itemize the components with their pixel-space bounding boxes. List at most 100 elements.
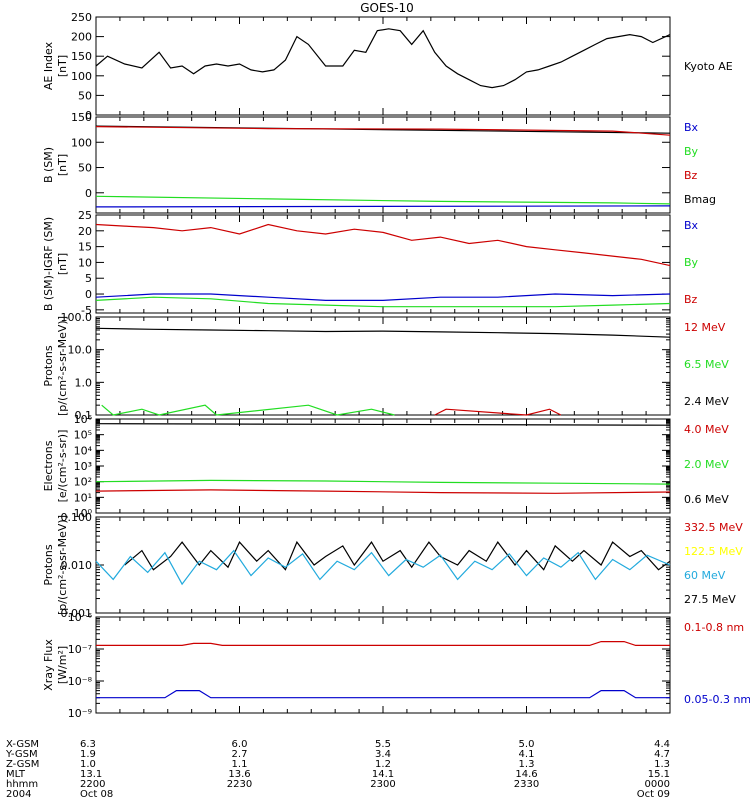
y-tick-label: 10⁶ [74,413,93,426]
x-tick-value: 2200 [80,779,105,790]
x-tick-value: 0000 [645,779,670,790]
panel-frame [95,316,671,416]
x-tick-value: 3.4 [375,749,391,760]
y-axis-units: [nT] [56,154,69,176]
panel-frame [95,616,671,714]
x-tick-value: 13.6 [228,769,250,780]
series-line-bx [95,293,671,301]
x-tick-value: 5.5 [375,739,391,750]
legend-label: Bx [684,219,699,232]
series-line-0-6-mev [95,423,671,426]
y-tick-label: 10⁴ [74,444,93,457]
x-tick-value: 1.3 [519,759,535,770]
series-line-bz [95,126,671,136]
legend-label: Bmag [684,193,716,206]
y-axis-label: Electrons [42,440,55,491]
series-line-0-05-0-3-nm [96,689,670,699]
legend-label: 60 MeV [684,569,726,582]
series-line-bx [95,205,671,208]
plot-title: GOES-10 [360,1,414,15]
y-tick-label: 25 [78,209,92,222]
y-axis-units: [nT] [56,55,69,77]
x-tick-value: 4.1 [519,749,535,760]
y-tick-label: 0 [85,109,92,122]
legend-label: 122.5 MeV [684,545,743,558]
series-line-bz [95,223,671,267]
series-line-12-mev [434,408,562,416]
y-tick-label: 250 [71,11,92,24]
panel-frame [95,418,671,514]
y-axis-units: [nT] [56,253,69,275]
legend-label: 2.0 MeV [684,458,729,471]
y-tick-label: 100.0 [61,311,93,324]
y-axis-label: B (SM)-IGRF (SM) [42,217,55,311]
y-axis-units: [W/m²] [56,646,69,684]
y-tick-label: 5 [85,272,92,285]
x-tick-value: 6.0 [232,739,248,750]
panel-4: 0.1 1.0 10.0 100.0 Protons [p/(cm²-s-sr-MeV)]… [42,311,729,422]
y-tick-label: 10⁻⁶ [68,611,93,624]
series-line-2-0-mev [95,479,671,485]
y-tick-label: 0 [85,187,92,200]
x-row-label: 2004 [6,789,31,800]
y-tick-label: 150 [71,111,92,124]
y-axis-label: Xray Flux [42,639,55,691]
x-axis-table: X-GSMY-GSMZ-GSMMLThhmm20046.31.91.013.12… [5,739,670,800]
y-tick-label: 100 [71,136,92,149]
x-row-label: MLT [6,769,26,780]
legend-label: Bz [684,169,698,182]
y-tick-label: 100 [71,70,92,83]
y-tick-label: 10¹ [74,491,92,504]
series-line-27-5-mev [124,540,671,571]
x-row-label: hhmm [6,779,38,790]
panel-6: 0.001 0.010 0.100 Protons [p/(cm²-s-sr-MeV)]… [42,511,743,620]
x-tick-value: Oct 08 [80,789,113,800]
y-tick-label: 50 [78,162,92,175]
x-tick-value: 1.1 [232,759,248,770]
x-tick-value: Oct 09 [637,789,670,800]
y-tick-label: 0 [85,288,92,301]
panel-5: 10⁰ 10¹ 10² 10³ 10⁴ 10⁵ 10⁶ Electrons [e/(cm²-s-… [42,413,729,520]
x-tick-value: 1.3 [654,759,670,770]
y-tick-label: 10³ [74,460,92,473]
panel-7: 10⁻⁹ 10⁻⁸ 10⁻⁷ 10⁻⁶ Xray Flux [W/m²] 0.1-0.8 n… [42,611,750,720]
panel-3: -5 0 5 10 15 20 25 B (SM)-IGRF (SM) [nT] Bx By Bz [42,209,699,317]
y-tick-label: 1.0 [75,376,93,389]
legend-label: 4.0 MeV [684,423,729,436]
series-line-kyoto-ae [95,28,671,89]
series-line-2-4-mev [95,327,671,338]
legend-label: Bx [684,121,699,134]
x-tick-value: 15.1 [648,769,670,780]
x-tick-value: 14.6 [515,769,537,780]
x-tick-value: 13.1 [80,769,102,780]
y-axis-units: [e/(cm²-s-sr)] [56,430,69,503]
legend-label: 0.05-0.3 nm [684,693,750,706]
panel-2: 0 50 100 150 B (SM) [nT] Bx By Bz Bmag [42,111,716,214]
series-line-6-5-mev [101,404,395,416]
y-tick-label: 10⁻⁹ [68,707,92,720]
y-tick-label: 150 [71,50,92,63]
y-tick-label: 0.001 [61,607,93,620]
x-tick-value: 2330 [514,779,539,790]
y-axis-label: Protons [42,345,55,386]
y-tick-label: 10⁰ [74,507,93,520]
x-tick-value: 1.0 [80,759,96,770]
legend-label: 12 MeV [684,321,726,334]
x-row-label: X-GSM [6,739,39,750]
y-tick-label: 10⁵ [74,429,92,442]
x-tick-value: 2230 [227,779,252,790]
legend-label: 6.5 MeV [684,358,729,371]
panel-1: 0 50 100 150 200 250 AE Index [nT] Kyoto AE [42,11,733,122]
series-line-by [95,195,671,205]
y-tick-label: 50 [78,89,92,102]
y-axis-label: Protons [42,544,55,585]
y-axis-label: B (SM) [42,147,55,183]
legend-label: 2.4 MeV [684,395,729,408]
series-line-60-mev [95,549,671,586]
y-tick-label: 10² [74,476,92,489]
y-tick-label: 10⁻⁷ [68,643,92,656]
x-tick-value: 5.0 [519,739,535,750]
legend-label: 0.6 MeV [684,493,729,506]
